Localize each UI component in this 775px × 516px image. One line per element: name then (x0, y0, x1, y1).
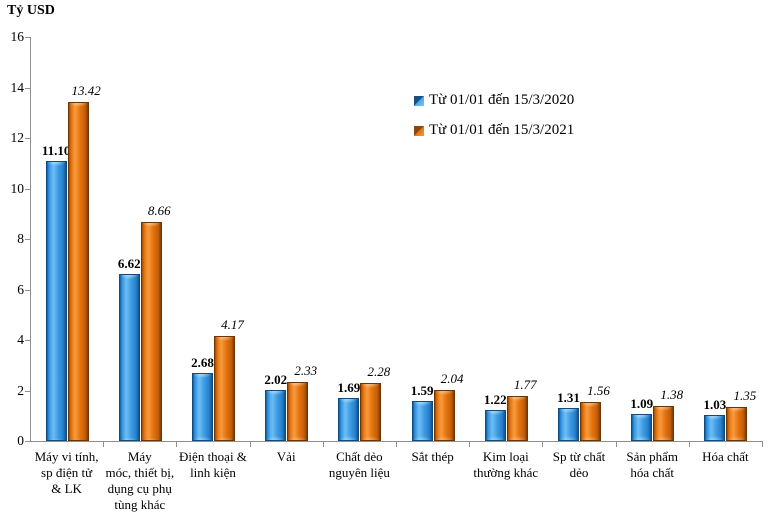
y-axis-tick-mark (25, 391, 30, 392)
x-axis-category-label: Sp từ chất dẻo (552, 449, 606, 480)
value-label: 6.62 (117, 255, 141, 271)
value-label: 1.22 (483, 392, 507, 408)
bar-2020 (558, 407, 579, 441)
value-label: 2.28 (367, 364, 391, 380)
bar-2021 (726, 406, 748, 441)
y-axis-tick-mark (25, 138, 30, 139)
y-axis-tick-mark (25, 340, 30, 341)
x-axis-category-label: Máy vi tính, sp điện tử & LK (34, 449, 99, 496)
bar-2020 (45, 160, 67, 441)
value-label: 1.03 (703, 397, 727, 412)
legend-swatch-icon (414, 125, 424, 136)
legend-label: Từ 01/01 đến 15/3/2021 (429, 122, 575, 138)
value-label: 2.04 (440, 370, 464, 386)
legend: Từ 01/01 đến 15/3/2020 Từ 01/01 đến 15/3/… (414, 92, 574, 152)
x-axis-category-label: Vải (276, 449, 296, 464)
bar-2021 (214, 335, 235, 441)
x-axis-category-label: Máy móc, thiết bị, dụng cụ phụ tùng khác (105, 449, 175, 512)
x-axis-category-label: Điện thoại & linh kiện (179, 449, 247, 480)
x-axis-category-label: Sắt thép (411, 449, 454, 464)
value-label: 2.68 (191, 355, 214, 371)
x-axis-tick-mark (616, 442, 617, 447)
bar-2021 (580, 401, 601, 441)
value-label: 1.09 (630, 395, 654, 411)
x-axis-tick-mark (103, 442, 104, 447)
y-axis-tick-mark (25, 88, 30, 89)
y-axis-tick-mark (25, 189, 30, 190)
legend-swatch-icon (414, 95, 424, 106)
y-axis-tick-label: 6 (17, 281, 24, 297)
bar-2021 (433, 389, 455, 441)
bar-2021 (67, 102, 89, 441)
x-axis-category-label: Hóa chất (702, 449, 749, 464)
x-axis-tick-mark (250, 442, 251, 447)
value-label: 2.33 (294, 363, 318, 379)
value-label: 1.77 (513, 377, 537, 393)
y-axis-tick-label: 16 (10, 29, 25, 44)
y-axis-title: Tỷ USD (7, 3, 55, 18)
value-label: 8.66 (147, 203, 171, 219)
x-axis-tick-mark (469, 442, 470, 447)
value-label: 1.59 (410, 382, 434, 398)
bar-2020 (704, 415, 726, 441)
value-label: 2.02 (264, 372, 288, 387)
y-axis-tick-mark (25, 239, 30, 240)
x-axis-category-label: Sản phẩm hóa chất (626, 449, 678, 480)
value-label: 1.56 (587, 382, 610, 398)
bar-2021 (653, 406, 675, 441)
y-axis-tick-label: 2 (17, 382, 24, 398)
bar-2020 (118, 273, 140, 441)
y-axis-tick-label: 10 (10, 180, 25, 196)
y-axis-tick-mark (25, 441, 30, 442)
y-axis-tick-label: 4 (17, 332, 24, 347)
bar-2020 (484, 410, 506, 441)
value-label: 11.10 (41, 142, 71, 158)
bar-2021 (360, 383, 382, 441)
x-axis-tick-mark (323, 442, 324, 447)
value-label: 1.38 (660, 387, 684, 403)
bar-2021 (287, 382, 309, 441)
x-axis-tick-mark (689, 442, 690, 447)
value-label: 1.69 (337, 380, 361, 396)
bar-2020 (631, 413, 653, 441)
bar-2020 (192, 373, 213, 441)
x-axis-category-label: Kim loại thường khác (473, 449, 539, 480)
y-axis-tick-mark (25, 290, 30, 291)
bar-2020 (338, 398, 360, 441)
value-label: 1.31 (557, 389, 580, 405)
x-axis-tick-mark (542, 442, 543, 447)
x-axis-category-label: Chất dẻo nguyên liệu (328, 449, 390, 480)
value-label: 4.17 (221, 316, 244, 332)
x-axis-tick-mark (762, 442, 763, 447)
x-axis-tick-mark (396, 442, 397, 447)
bar-2021 (140, 222, 162, 441)
legend-item: Từ 01/01 đến 15/3/2021 (414, 122, 574, 139)
y-axis-tick-label: 12 (10, 130, 25, 145)
bar-2020 (265, 390, 287, 441)
plot-area (30, 37, 763, 442)
y-axis-tick-label: 14 (10, 79, 25, 95)
x-axis-tick-mark (176, 442, 177, 447)
bar-2020 (411, 400, 433, 441)
bar-2021 (506, 396, 528, 441)
legend-item: Từ 01/01 đến 15/3/2020 (414, 92, 574, 109)
y-axis-tick-label: 0 (17, 433, 24, 448)
value-label: 13.42 (71, 83, 101, 99)
legend-label: Từ 01/01 đến 15/3/2020 (429, 92, 575, 108)
y-axis-tick-mark (25, 37, 30, 38)
y-axis-tick-label: 8 (17, 231, 24, 246)
value-label: 1.35 (733, 387, 757, 403)
